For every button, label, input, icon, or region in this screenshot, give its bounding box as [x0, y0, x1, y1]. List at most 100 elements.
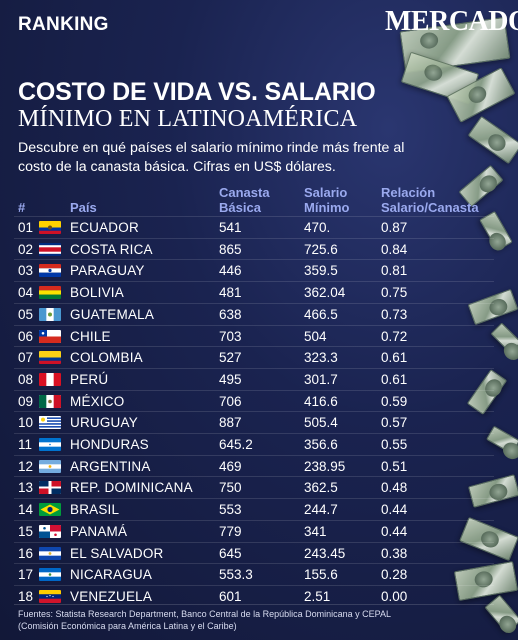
- wage-basket-ratio: 0.72: [381, 328, 408, 344]
- rank-number: 03: [18, 263, 34, 279]
- dominican-republic-flag-icon: [39, 481, 61, 495]
- dollar-bill-icon: [400, 51, 480, 105]
- wage-basket-ratio: 0.73: [381, 306, 408, 322]
- basket-cost: 638: [219, 306, 242, 322]
- country-name: COSTA RICA: [70, 241, 153, 257]
- table-row: 15 PANAMÁ 779 341 0.44: [14, 519, 494, 543]
- peru-flag-icon: [39, 372, 61, 386]
- rank-number: 05: [18, 306, 34, 322]
- country-name: EL SALVADOR: [70, 545, 164, 561]
- minimum-wage: 416.6: [304, 393, 338, 409]
- country-name: BRASIL: [70, 502, 120, 518]
- country-name: CHILE: [70, 328, 111, 344]
- brand-logo: MERCADO: [385, 6, 518, 37]
- rank-number: 10: [18, 415, 34, 431]
- country-name: HONDURAS: [70, 437, 149, 452]
- table-row: 08 PERÚ 495 301.7 0.61: [14, 367, 494, 391]
- minimum-wage: 243.45: [304, 545, 346, 561]
- header-ratio: Relación Salario/Canasta: [381, 185, 479, 215]
- wage-basket-ratio: 0.59: [381, 393, 408, 409]
- minimum-wage: 470.: [304, 220, 331, 235]
- rank-number: 04: [18, 285, 34, 301]
- country-name: PARAGUAY: [70, 263, 145, 279]
- rank-number: 11: [18, 437, 33, 452]
- nicaragua-flag-icon: [39, 568, 61, 582]
- table-row: 13 REP. DOMINICANA 750 362.5 0.48: [14, 476, 494, 499]
- rank-number: 13: [18, 480, 34, 496]
- rank-number: 12: [18, 458, 34, 474]
- wage-basket-ratio: 0.51: [381, 458, 408, 474]
- basket-cost: 779: [219, 523, 242, 539]
- page-subtitle: Descubre en qué países el salario mínimo…: [18, 140, 405, 175]
- minimum-wage: 505.4: [304, 415, 338, 431]
- el-salvador-flag-icon: [39, 546, 61, 560]
- paraguay-flag-icon: [39, 264, 61, 278]
- rank-number: 09: [18, 393, 34, 409]
- rank-number: 02: [18, 241, 34, 257]
- header-basket: Canasta Básica: [219, 185, 270, 215]
- table-row: 06 CHILE 703 504 0.72: [14, 324, 494, 348]
- country-name: GUATEMALA: [70, 306, 155, 322]
- source-note: Fuentes: Statista Research Department, B…: [18, 609, 391, 631]
- minimum-wage: 301.7: [304, 371, 338, 387]
- basket-cost: 541: [219, 220, 242, 235]
- basket-cost: 553.3: [219, 567, 253, 583]
- minimum-wage: 155.6: [304, 567, 338, 583]
- wage-basket-ratio: 0.75: [381, 285, 408, 301]
- country-name: URUGUAY: [70, 415, 138, 431]
- basket-cost: 887: [219, 415, 242, 431]
- rank-number: 07: [18, 350, 34, 366]
- rank-number: 17: [18, 567, 34, 583]
- wage-basket-ratio: 0.57: [381, 415, 408, 431]
- page-title-line-2: MÍNIMO EN LATINOAMÉRICA: [18, 106, 358, 132]
- honduras-flag-icon: [39, 438, 61, 451]
- wage-basket-ratio: 0.44: [381, 502, 408, 518]
- wage-basket-ratio: 0.28: [381, 567, 408, 583]
- basket-cost: 645: [219, 545, 242, 561]
- basket-cost: 481: [219, 285, 242, 301]
- rank-number: 15: [18, 523, 34, 539]
- minimum-wage: 323.3: [304, 350, 338, 366]
- table-row: 05 GUATEMALA 638 466.5 0.73: [14, 302, 494, 326]
- table-row: 03 PARAGUAY 446 359.5 0.81: [14, 259, 494, 282]
- basket-cost: 703: [219, 328, 242, 344]
- panama-flag-icon: [39, 524, 61, 538]
- ecuador-flag-icon: [39, 221, 61, 234]
- wage-basket-ratio: 0.00: [381, 588, 408, 604]
- minimum-wage: 362.5: [304, 480, 338, 496]
- colombia-flag-icon: [39, 351, 61, 365]
- basket-cost: 495: [219, 371, 242, 387]
- table-row: 18 VENEZUELA 601 2.51 0.00: [14, 584, 494, 608]
- minimum-wage: 244.7: [304, 502, 338, 518]
- table-row: 02 COSTA RICA 865 725.6 0.84: [14, 237, 494, 261]
- header-rank: #: [18, 200, 26, 215]
- country-name: REP. DOMINICANA: [70, 480, 193, 496]
- guatemala-flag-icon: [39, 307, 61, 321]
- country-name: BOLIVIA: [70, 285, 124, 301]
- rank-number: 14: [18, 502, 34, 518]
- table-row: 01 ECUADOR 541 470. 0.87: [14, 216, 494, 239]
- dollar-bill-icon: [490, 322, 518, 354]
- wage-basket-ratio: 0.38: [381, 545, 408, 561]
- country-name: PERÚ: [70, 371, 109, 387]
- mexico-flag-icon: [39, 394, 61, 408]
- wage-basket-ratio: 0.48: [381, 480, 408, 496]
- table-row: 16 EL SALVADOR 645 243.45 0.38: [14, 541, 494, 565]
- country-name: ECUADOR: [70, 220, 139, 235]
- country-name: VENEZUELA: [70, 588, 153, 604]
- minimum-wage: 725.6: [304, 241, 338, 257]
- wage-basket-ratio: 0.81: [381, 263, 408, 279]
- wage-basket-ratio: 0.61: [381, 371, 408, 387]
- table-row: 12 ARGENTINA 469 238.95 0.51: [14, 454, 494, 478]
- footer-divider: [14, 604, 494, 605]
- rank-number: 16: [18, 545, 34, 561]
- country-name: NICARAGUA: [70, 567, 153, 583]
- minimum-wage: 359.5: [304, 263, 338, 279]
- table-row: 04 BOLIVIA 481 362.04 0.75: [14, 281, 494, 304]
- wage-basket-ratio: 0.44: [381, 523, 408, 539]
- header-country: País: [70, 200, 97, 215]
- basket-cost: 469: [219, 458, 242, 474]
- section-label: RANKING: [18, 14, 109, 35]
- minimum-wage: 2.51: [304, 588, 331, 604]
